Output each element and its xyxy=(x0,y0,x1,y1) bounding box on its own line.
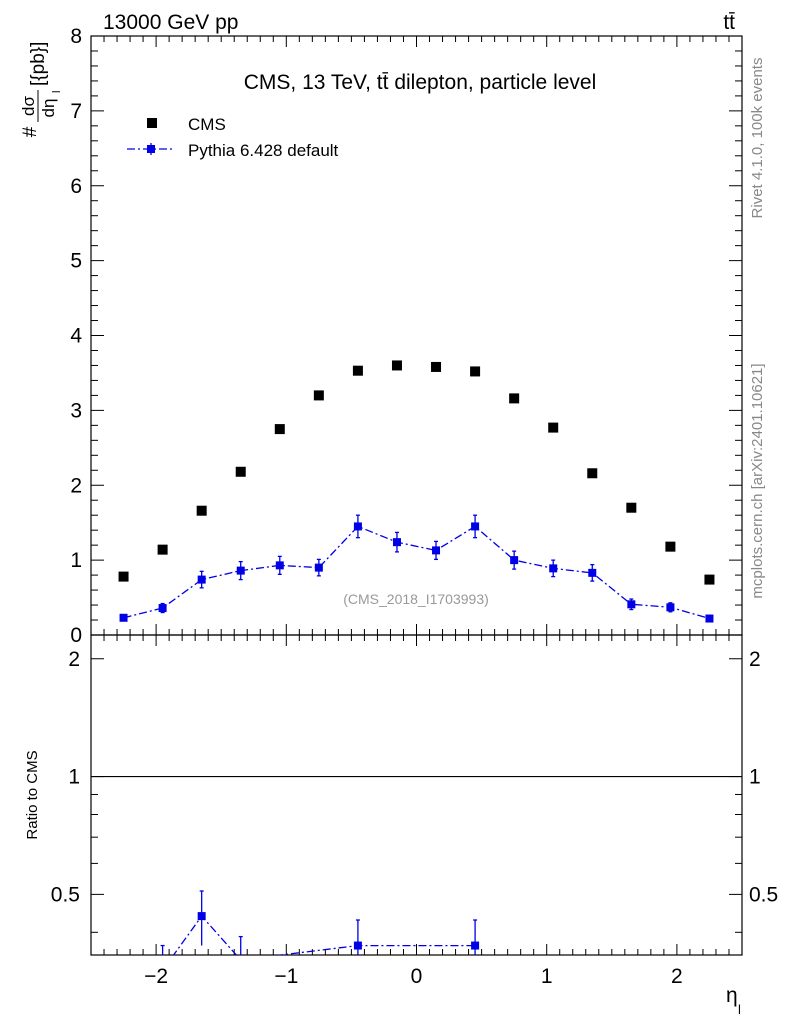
ratio-point xyxy=(471,941,480,950)
y-tick-label: 3 xyxy=(70,399,82,422)
ratio-point xyxy=(197,912,206,921)
pythia-point xyxy=(549,564,558,573)
ratio-axis-ticks: −2 −1 0 1 2 0.5 0.5 1 1 2 2 xyxy=(51,648,778,988)
pythia-point xyxy=(471,522,480,531)
ylabel-subscript: l xyxy=(51,91,63,93)
pythia-point xyxy=(158,604,167,613)
y-tick-label: 0 xyxy=(70,624,82,647)
x-tick-label: −1 xyxy=(274,965,298,988)
pythia-point xyxy=(275,561,284,570)
process-label: tt̄ xyxy=(723,11,735,34)
ratio-pythia-line xyxy=(172,915,476,955)
cms-point xyxy=(352,365,363,376)
pythia-point xyxy=(197,575,206,584)
xlabel-subscript: l xyxy=(738,1002,741,1017)
cms-point xyxy=(391,360,402,371)
pythia-point xyxy=(666,603,675,612)
ratio-point xyxy=(353,941,362,950)
ylabel-unit: [{pb}] xyxy=(28,42,49,86)
cms-point xyxy=(118,571,129,582)
source-label: mcplots.cern.ch [arXiv:2401.10621] xyxy=(749,363,766,598)
energy-label: 13000 GeV pp xyxy=(103,11,238,34)
pythia-point xyxy=(705,614,714,623)
legend-pythia-marker xyxy=(147,145,155,153)
legend-cms-marker xyxy=(147,118,157,128)
ratio-ylabel: Ratio to CMS xyxy=(24,750,41,839)
pythia-point xyxy=(314,563,323,572)
x-tick-label: 2 xyxy=(671,965,683,988)
cms-point xyxy=(274,424,285,435)
pythia-point xyxy=(236,566,245,575)
plot-title: CMS, 13 TeV, tt̄ dilepton, particle leve… xyxy=(244,71,597,94)
pythia-point xyxy=(588,568,597,577)
cms-point xyxy=(431,361,442,372)
y-tick-label: 1 xyxy=(70,549,82,572)
watermark: (CMS_2018_I1703993) xyxy=(343,591,489,607)
cms-point xyxy=(626,502,637,513)
main-axis-ticks: 0 1 2 3 4 5 6 7 8 xyxy=(70,25,743,955)
cms-point xyxy=(196,505,207,516)
ratio-y-tick-label-left: 0.5 xyxy=(51,883,80,906)
legend-cms-label: CMS xyxy=(188,115,226,134)
main-data-marks xyxy=(118,360,715,623)
ylabel-denominator: dη xyxy=(39,99,58,118)
ratio-point xyxy=(237,956,245,964)
xlabel: η xyxy=(726,984,738,1007)
cms-point xyxy=(548,422,559,433)
ratio-y-tick-label-right: 1 xyxy=(749,766,761,789)
pythia-point xyxy=(510,556,519,565)
y-tick-label: 4 xyxy=(70,325,82,348)
cms-point xyxy=(157,544,168,555)
pythia-point xyxy=(353,522,362,531)
ratio-y-tick-label-right: 2 xyxy=(749,648,761,671)
ratio-panel-frame xyxy=(90,634,743,956)
y-tick-label: 2 xyxy=(70,474,82,497)
ratio-data-marks xyxy=(160,890,480,964)
y-tick-label: 6 xyxy=(70,175,82,198)
cms-point xyxy=(470,366,481,377)
y-tick-label: 7 xyxy=(70,100,82,123)
x-tick-label: 0 xyxy=(411,965,423,988)
x-tick-label: −2 xyxy=(144,965,168,988)
pythia-point xyxy=(392,538,401,547)
cms-point xyxy=(235,466,246,477)
cms-point xyxy=(509,393,520,404)
cms-point xyxy=(587,468,598,479)
y-tick-label: 8 xyxy=(70,25,82,48)
cms-point xyxy=(704,574,715,585)
x-tick-label: 1 xyxy=(541,965,553,988)
pythia-line xyxy=(123,525,710,620)
rivet-label: Rivet 4.1.0, 100k events xyxy=(749,58,766,219)
main-ylabel: # dσ dη l [{pb}] xyxy=(19,42,63,138)
ratio-y-tick-label-left: 1 xyxy=(68,766,80,789)
cms-point xyxy=(313,390,324,401)
y-tick-label: 5 xyxy=(70,250,82,273)
cms-point xyxy=(665,541,676,552)
pythia-point xyxy=(119,613,128,622)
legend: CMS Pythia 6.428 default xyxy=(127,115,339,160)
ylabel-prefix: # xyxy=(20,126,41,137)
ylabel-numerator: dσ xyxy=(19,96,38,116)
pythia-point xyxy=(432,546,441,555)
ratio-y-tick-label-right: 0.5 xyxy=(749,883,778,906)
pythia-point xyxy=(627,600,636,609)
legend-pythia-label: Pythia 6.428 default xyxy=(188,141,339,160)
ratio-y-tick-label-left: 2 xyxy=(68,648,80,671)
